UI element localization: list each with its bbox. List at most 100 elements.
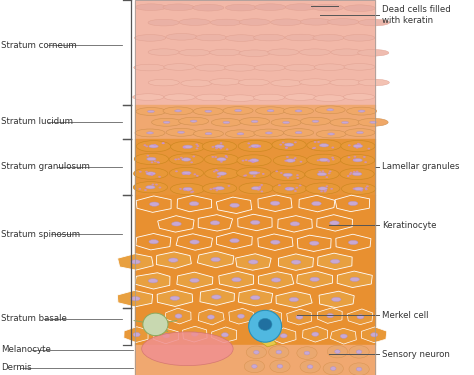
Ellipse shape — [219, 147, 222, 149]
Polygon shape — [135, 273, 170, 289]
Ellipse shape — [284, 160, 287, 162]
Ellipse shape — [232, 278, 241, 282]
Ellipse shape — [265, 132, 272, 134]
Ellipse shape — [305, 168, 339, 180]
Polygon shape — [336, 234, 371, 251]
Ellipse shape — [210, 188, 212, 190]
Ellipse shape — [318, 187, 328, 190]
Bar — [135, 308, 375, 345]
Ellipse shape — [370, 121, 376, 123]
Ellipse shape — [158, 176, 161, 178]
Bar — [135, 105, 375, 139]
Ellipse shape — [340, 334, 347, 338]
Ellipse shape — [187, 173, 190, 175]
Ellipse shape — [137, 141, 171, 152]
Ellipse shape — [147, 110, 155, 112]
Ellipse shape — [344, 94, 374, 100]
Ellipse shape — [329, 171, 331, 172]
Ellipse shape — [189, 201, 199, 206]
Ellipse shape — [299, 79, 330, 86]
Polygon shape — [117, 290, 153, 307]
Ellipse shape — [353, 159, 362, 162]
Ellipse shape — [171, 183, 205, 195]
Ellipse shape — [346, 107, 377, 115]
Ellipse shape — [340, 168, 374, 180]
Ellipse shape — [179, 19, 210, 26]
Ellipse shape — [307, 154, 341, 165]
Ellipse shape — [169, 167, 204, 178]
Ellipse shape — [312, 120, 319, 122]
Ellipse shape — [330, 367, 336, 370]
Ellipse shape — [210, 78, 241, 85]
Ellipse shape — [171, 141, 205, 152]
Ellipse shape — [248, 146, 251, 148]
Ellipse shape — [364, 161, 367, 163]
Ellipse shape — [285, 64, 316, 71]
Ellipse shape — [245, 174, 247, 176]
Polygon shape — [335, 195, 370, 211]
Ellipse shape — [280, 172, 283, 174]
Ellipse shape — [133, 333, 140, 337]
Ellipse shape — [349, 345, 369, 358]
Ellipse shape — [252, 364, 257, 368]
Ellipse shape — [327, 345, 347, 358]
Ellipse shape — [192, 156, 195, 158]
Polygon shape — [299, 195, 335, 212]
Ellipse shape — [283, 129, 314, 136]
Polygon shape — [297, 235, 331, 252]
Polygon shape — [124, 327, 148, 342]
Ellipse shape — [285, 187, 294, 190]
Polygon shape — [261, 339, 276, 347]
Ellipse shape — [253, 175, 255, 177]
Ellipse shape — [271, 240, 280, 244]
Ellipse shape — [226, 35, 257, 41]
Text: Merkel cell: Merkel cell — [382, 310, 428, 320]
Ellipse shape — [208, 315, 214, 319]
Ellipse shape — [163, 121, 170, 123]
Ellipse shape — [195, 64, 227, 71]
Ellipse shape — [350, 277, 360, 282]
Ellipse shape — [348, 144, 351, 146]
Ellipse shape — [271, 118, 301, 126]
Text: Stratum basale: Stratum basale — [1, 314, 67, 323]
Ellipse shape — [143, 313, 168, 336]
Ellipse shape — [183, 145, 192, 148]
Ellipse shape — [211, 156, 214, 158]
Ellipse shape — [257, 189, 260, 191]
Polygon shape — [278, 254, 313, 270]
Ellipse shape — [175, 110, 182, 112]
Polygon shape — [136, 234, 171, 250]
Polygon shape — [258, 272, 294, 288]
Ellipse shape — [254, 64, 285, 71]
Ellipse shape — [205, 132, 212, 135]
Ellipse shape — [245, 159, 247, 161]
Polygon shape — [118, 254, 153, 270]
Ellipse shape — [237, 155, 271, 166]
Ellipse shape — [268, 49, 299, 55]
Ellipse shape — [366, 185, 369, 187]
Ellipse shape — [324, 190, 326, 192]
Ellipse shape — [144, 189, 147, 191]
Ellipse shape — [313, 147, 316, 149]
Ellipse shape — [172, 222, 181, 226]
Ellipse shape — [315, 106, 345, 114]
Polygon shape — [177, 195, 212, 212]
Ellipse shape — [146, 172, 155, 175]
Ellipse shape — [323, 362, 343, 375]
Ellipse shape — [255, 4, 286, 10]
Ellipse shape — [316, 130, 346, 138]
Ellipse shape — [360, 190, 363, 192]
Polygon shape — [276, 291, 312, 308]
Ellipse shape — [331, 297, 341, 302]
Ellipse shape — [148, 20, 179, 26]
Ellipse shape — [178, 131, 184, 134]
Ellipse shape — [283, 173, 292, 177]
Ellipse shape — [134, 168, 168, 179]
Ellipse shape — [175, 170, 178, 172]
Ellipse shape — [136, 4, 166, 10]
Ellipse shape — [239, 183, 273, 194]
Polygon shape — [318, 308, 342, 323]
Polygon shape — [287, 309, 311, 325]
Ellipse shape — [146, 132, 154, 134]
Ellipse shape — [328, 133, 335, 135]
